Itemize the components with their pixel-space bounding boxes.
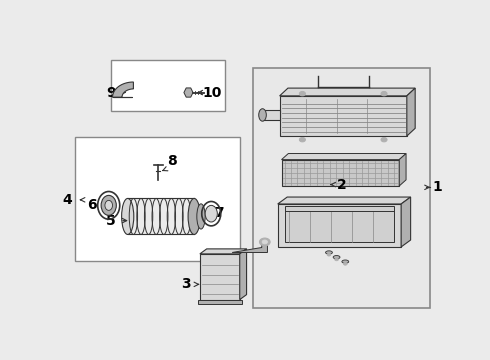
Circle shape <box>299 91 305 96</box>
Ellipse shape <box>259 109 267 121</box>
Text: 4: 4 <box>62 193 72 207</box>
Ellipse shape <box>333 256 340 259</box>
Ellipse shape <box>342 260 349 263</box>
Polygon shape <box>280 88 415 96</box>
Polygon shape <box>184 88 193 97</box>
Text: 9: 9 <box>107 86 116 100</box>
Ellipse shape <box>101 195 116 215</box>
Bar <box>280 96 407 136</box>
Polygon shape <box>401 197 411 247</box>
Polygon shape <box>399 153 406 186</box>
Bar <box>285 207 394 242</box>
Bar <box>74 138 240 261</box>
Ellipse shape <box>188 198 200 234</box>
Text: 10: 10 <box>202 86 222 100</box>
Circle shape <box>343 262 347 265</box>
Circle shape <box>299 138 305 142</box>
Polygon shape <box>281 153 406 159</box>
Circle shape <box>260 238 270 246</box>
Circle shape <box>381 138 387 142</box>
Circle shape <box>327 253 331 256</box>
Ellipse shape <box>325 251 332 254</box>
Bar <box>200 254 240 300</box>
Text: 8: 8 <box>168 154 177 168</box>
Text: 7: 7 <box>214 206 223 220</box>
Text: 6: 6 <box>87 198 97 212</box>
Ellipse shape <box>205 205 218 222</box>
Text: 1: 1 <box>433 180 442 194</box>
Circle shape <box>335 258 339 261</box>
Polygon shape <box>240 249 246 300</box>
Polygon shape <box>113 82 133 97</box>
Ellipse shape <box>105 201 113 210</box>
Ellipse shape <box>122 198 134 234</box>
Bar <box>111 60 224 111</box>
Polygon shape <box>263 110 280 120</box>
Circle shape <box>262 240 268 244</box>
Polygon shape <box>200 249 246 254</box>
Circle shape <box>381 91 387 96</box>
Polygon shape <box>232 245 268 252</box>
Text: 3: 3 <box>181 277 190 291</box>
Text: 5: 5 <box>105 213 115 228</box>
Text: 2: 2 <box>337 177 346 192</box>
Bar <box>253 68 430 308</box>
Bar <box>278 204 401 247</box>
Polygon shape <box>407 88 415 136</box>
Polygon shape <box>198 300 242 304</box>
Ellipse shape <box>197 204 205 229</box>
Bar <box>281 159 399 186</box>
Polygon shape <box>278 197 411 204</box>
